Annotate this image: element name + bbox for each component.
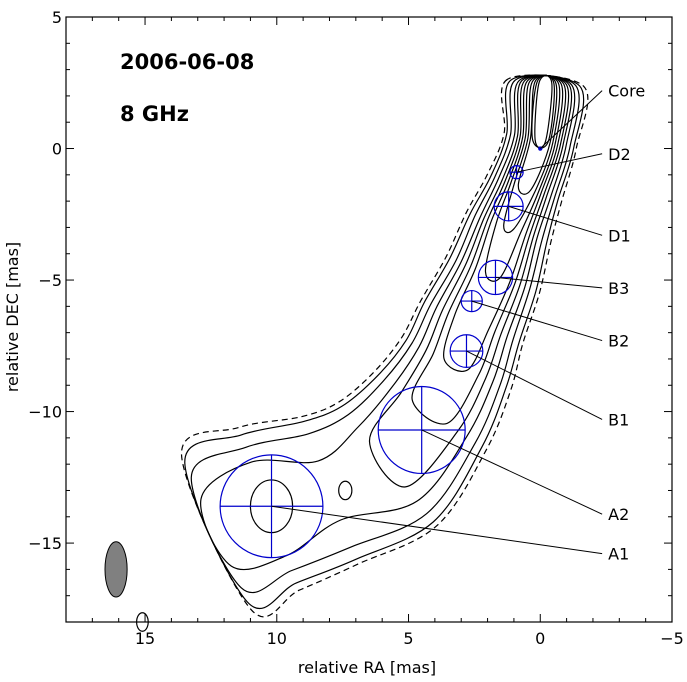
y-tick-label: 5 <box>52 8 62 27</box>
y-tick-label: −5 <box>38 271 62 290</box>
x-axis-ticks: 15 10 5 0 −5 <box>65 17 684 648</box>
date-annotation: 2006-06-08 <box>120 50 254 74</box>
beam-shape <box>104 541 128 598</box>
model-components <box>219 146 543 559</box>
x-tick-label: 5 <box>403 629 413 648</box>
component-label: A2 <box>608 505 629 524</box>
leader-line <box>471 300 603 342</box>
contour-level <box>190 74 580 594</box>
y-axis-label: relative DEC [mas] <box>3 242 22 392</box>
frequency-annotation: 8 GHz <box>120 102 189 126</box>
contour-island <box>338 480 353 501</box>
contour-level <box>517 74 558 195</box>
leader-line <box>466 350 603 420</box>
leader-line <box>516 153 603 173</box>
plot-frame <box>65 16 673 623</box>
component-label: D2 <box>608 145 631 164</box>
component-label: D1 <box>608 226 631 245</box>
label-leader-lines <box>271 90 603 555</box>
contour-level <box>368 74 573 488</box>
component-label: A1 <box>608 545 629 564</box>
contour-level <box>503 74 561 234</box>
y-tick-label: −15 <box>28 534 62 553</box>
x-tick-label: −5 <box>660 629 684 648</box>
contour-level <box>180 74 589 618</box>
source-contours <box>136 74 589 632</box>
component-label: B2 <box>608 332 629 351</box>
contour-level <box>534 74 553 149</box>
x-tick-label: 15 <box>135 629 155 648</box>
component-label: B1 <box>608 410 629 429</box>
leader-line <box>495 276 603 289</box>
x-tick-label: 10 <box>267 629 287 648</box>
y-tick-label: 0 <box>52 140 62 159</box>
component-label: Core <box>608 82 645 101</box>
leader-line <box>271 505 603 555</box>
beam-ellipse <box>104 541 128 598</box>
leader-line <box>421 429 603 515</box>
x-axis-label: relative RA [mas] <box>298 658 436 677</box>
leader-line <box>539 90 603 149</box>
y-axis-ticks: 5 0 −5 −10 −15 <box>28 8 672 623</box>
contour-level <box>184 74 585 610</box>
y-tick-label: −10 <box>28 403 62 422</box>
component-label: B3 <box>608 279 629 298</box>
contour-level <box>411 74 570 425</box>
component-labels: Core D2 D1 B3 B2 B1 A2 A1 <box>608 82 645 564</box>
contour-level <box>200 74 576 571</box>
leader-line <box>508 205 603 236</box>
contour-level <box>443 74 567 372</box>
x-tick-label: 0 <box>535 629 545 648</box>
